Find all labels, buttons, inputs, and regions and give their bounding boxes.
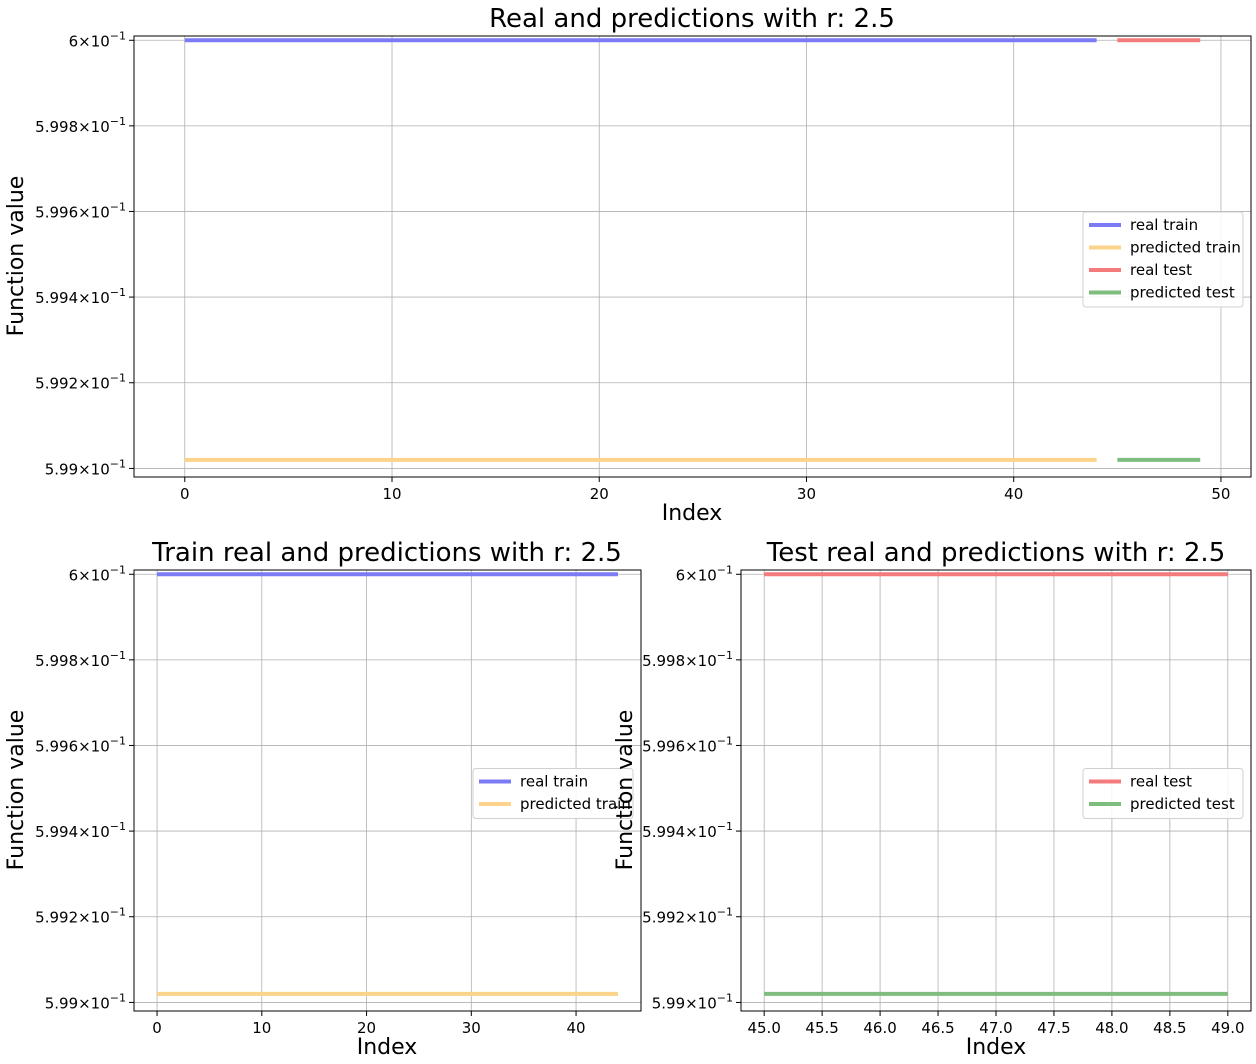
- plot-area: [134, 36, 1251, 477]
- legend: real train predicted train real test predic…: [1082, 211, 1244, 308]
- legend: real train predicted train: [472, 768, 634, 819]
- y-axis-label: Function value: [4, 710, 29, 871]
- legend-label: real train: [520, 773, 588, 791]
- legend-label: predicted train: [520, 795, 631, 813]
- y-axis-label: Function value: [4, 176, 29, 337]
- x-tick-label: 0: [180, 485, 190, 503]
- y-tick-label: 5.998×10−1: [35, 649, 126, 670]
- y-tick-label: 6×10−1: [69, 563, 126, 584]
- main-chart: Real and predictions with r: 2.5 Index F…: [4, 4, 1252, 526]
- chart-title: Test real and predictions with r: 2.5: [766, 538, 1225, 568]
- x-tick-label: 50: [1211, 485, 1230, 503]
- x-tick-label: 45.0: [747, 1019, 780, 1037]
- x-tick-label: 10: [252, 1019, 271, 1037]
- x-tick-label: 45.5: [805, 1019, 838, 1037]
- x-tick-label: 10: [382, 485, 401, 503]
- y-tick-label: 5.994×10−1: [35, 820, 126, 841]
- y-tick-label: 5.996×10−1: [35, 734, 126, 755]
- y-tick-label: 5.996×10−1: [642, 734, 733, 755]
- y-tick-label: 5.992×10−1: [35, 372, 126, 393]
- y-tick-label: 6×10−1: [676, 563, 733, 584]
- y-tick-label: 5.99×10−1: [652, 991, 733, 1012]
- y-tick-label: 5.998×10−1: [642, 649, 733, 670]
- y-tick-label: 5.992×10−1: [35, 906, 126, 927]
- y-tick-label: 5.992×10−1: [642, 906, 733, 927]
- x-tick-label: 48.5: [1153, 1019, 1186, 1037]
- legend-label: real test: [1130, 773, 1192, 791]
- x-axis-label: Index: [966, 1035, 1027, 1060]
- y-tick-label: 5.996×10−1: [35, 200, 126, 221]
- axes-frame: [133, 569, 642, 1012]
- x-tick-label: 20: [357, 1019, 376, 1037]
- legend-label: predicted train: [1130, 239, 1241, 257]
- legend: real test predicted test: [1082, 768, 1244, 819]
- test-chart: Test real and predictions with r: 2.5 In…: [613, 538, 1252, 1060]
- x-tick-label: 47.0: [979, 1019, 1012, 1037]
- y-tick-label: 5.99×10−1: [45, 991, 126, 1012]
- legend-label: predicted test: [1130, 284, 1235, 302]
- train-chart: Train real and predictions with r: 2.5 I…: [4, 538, 642, 1060]
- x-tick-label: 30: [797, 485, 816, 503]
- x-tick-label: 40: [1004, 485, 1023, 503]
- x-tick-label: 40: [567, 1019, 586, 1037]
- legend-box: [472, 768, 634, 819]
- legend-box: [1082, 211, 1244, 308]
- legend-box: [1082, 768, 1244, 819]
- x-axis-label: Index: [357, 1035, 418, 1060]
- y-tick-label: 5.998×10−1: [35, 115, 126, 136]
- legend-label: real train: [1130, 216, 1198, 234]
- chart-title: Real and predictions with r: 2.5: [489, 4, 895, 34]
- legend-label: real test: [1130, 261, 1192, 279]
- y-tick-label: 5.994×10−1: [35, 286, 126, 307]
- y-tick-label: 6×10−1: [69, 29, 126, 50]
- x-tick-label: 48.0: [1095, 1019, 1128, 1037]
- x-tick-label: 46.5: [921, 1019, 954, 1037]
- chart-title: Train real and predictions with r: 2.5: [151, 538, 622, 568]
- x-tick-label: 30: [462, 1019, 481, 1037]
- axes-frame: [133, 35, 1252, 478]
- x-tick-label: 47.5: [1037, 1019, 1070, 1037]
- y-tick-label: 5.994×10−1: [642, 820, 733, 841]
- y-axis-label: Function value: [613, 710, 638, 871]
- x-tick-label: 49.0: [1211, 1019, 1244, 1037]
- x-tick-label: 0: [152, 1019, 162, 1037]
- x-tick-label: 46.0: [863, 1019, 896, 1037]
- x-axis-label: Index: [662, 501, 723, 526]
- x-tick-label: 20: [590, 485, 609, 503]
- y-tick-label: 5.99×10−1: [45, 457, 126, 478]
- legend-label: predicted test: [1130, 795, 1235, 813]
